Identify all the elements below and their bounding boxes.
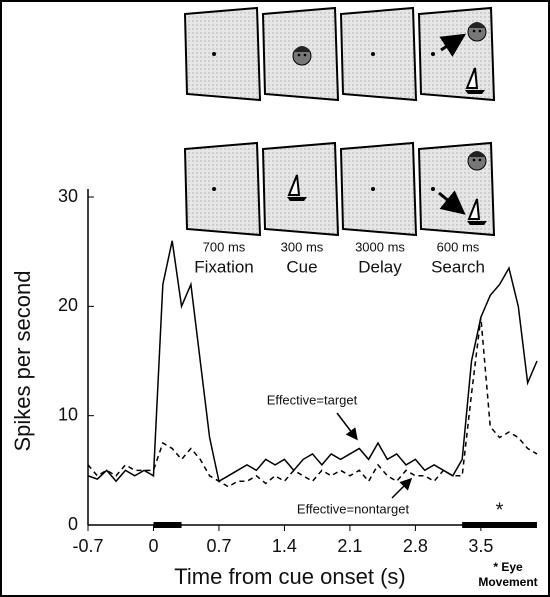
- face-icon: [297, 53, 301, 57]
- face-icon: [478, 29, 482, 33]
- face-icon: [472, 158, 476, 162]
- y-tick-label: 20: [58, 295, 78, 315]
- phase-label: Fixation: [194, 257, 254, 276]
- x-tick-label: -0.7: [72, 536, 103, 556]
- x-tick-label: 1.4: [272, 536, 297, 556]
- event-marker: *: [496, 499, 504, 521]
- fixation-dot: [212, 187, 216, 191]
- x-axis-title: Time from cue onset (s): [174, 564, 405, 589]
- face-icon: [303, 53, 307, 57]
- x-tick-label: 3.5: [468, 536, 493, 556]
- x-tick-label: 0.7: [206, 536, 231, 556]
- phase-duration: 300 ms: [281, 239, 324, 254]
- phase-label: Search: [431, 257, 485, 276]
- y-axis-title: Spikes per second: [10, 271, 35, 452]
- boat-icon: [287, 174, 301, 196]
- panel: [339, 141, 418, 237]
- panel: [261, 141, 340, 237]
- x-tick-label: 2.1: [337, 536, 362, 556]
- phase-duration: 600 ms: [437, 239, 480, 254]
- legend-arrow: [391, 477, 413, 499]
- boat-icon: [467, 221, 487, 225]
- panel: [183, 141, 262, 237]
- series-line: [87, 317, 538, 488]
- phase-label: Delay: [358, 257, 402, 276]
- legend-arrow: [336, 412, 358, 441]
- phase-label: Cue: [286, 257, 317, 276]
- y-tick-label: 30: [58, 186, 78, 206]
- phase-duration: 3000 ms: [355, 239, 405, 254]
- fixation-dot: [431, 187, 435, 191]
- arrow: [439, 33, 467, 57]
- face-icon: [468, 22, 486, 28]
- face-icon: [293, 46, 311, 52]
- event-bar: [462, 522, 537, 528]
- boat-icon: [287, 197, 307, 201]
- panel: [183, 6, 262, 102]
- x-tick-label: 2.8: [403, 536, 428, 556]
- panel: [417, 6, 496, 102]
- y-tick-label: 10: [58, 404, 78, 424]
- face-icon: [472, 29, 476, 33]
- fixation-dot: [371, 52, 375, 56]
- face-icon: [478, 158, 482, 162]
- phase-duration: 700 ms: [203, 239, 246, 254]
- y-tick-label: 0: [68, 514, 78, 534]
- face-icon: [468, 151, 486, 157]
- legend-label: Effective=target: [267, 392, 358, 407]
- fixation-dot: [212, 52, 216, 56]
- series-line: [87, 240, 538, 483]
- event-note: * Eye Movement: [478, 560, 538, 589]
- event-bar: [153, 522, 182, 528]
- x-tick-label: 0: [148, 536, 158, 556]
- panel: [339, 6, 418, 102]
- fixation-dot: [371, 187, 375, 191]
- arrow: [438, 190, 466, 215]
- legend-label: Effective=nontarget: [297, 501, 410, 516]
- boat-icon: [465, 90, 485, 94]
- boat-icon: [467, 198, 481, 220]
- trial-panels: 700 ms Fixation 300 ms Cue 3000 ms Delay 600 m…: [183, 6, 496, 276]
- fixation-dot: [431, 52, 435, 56]
- boat-icon: [465, 67, 479, 89]
